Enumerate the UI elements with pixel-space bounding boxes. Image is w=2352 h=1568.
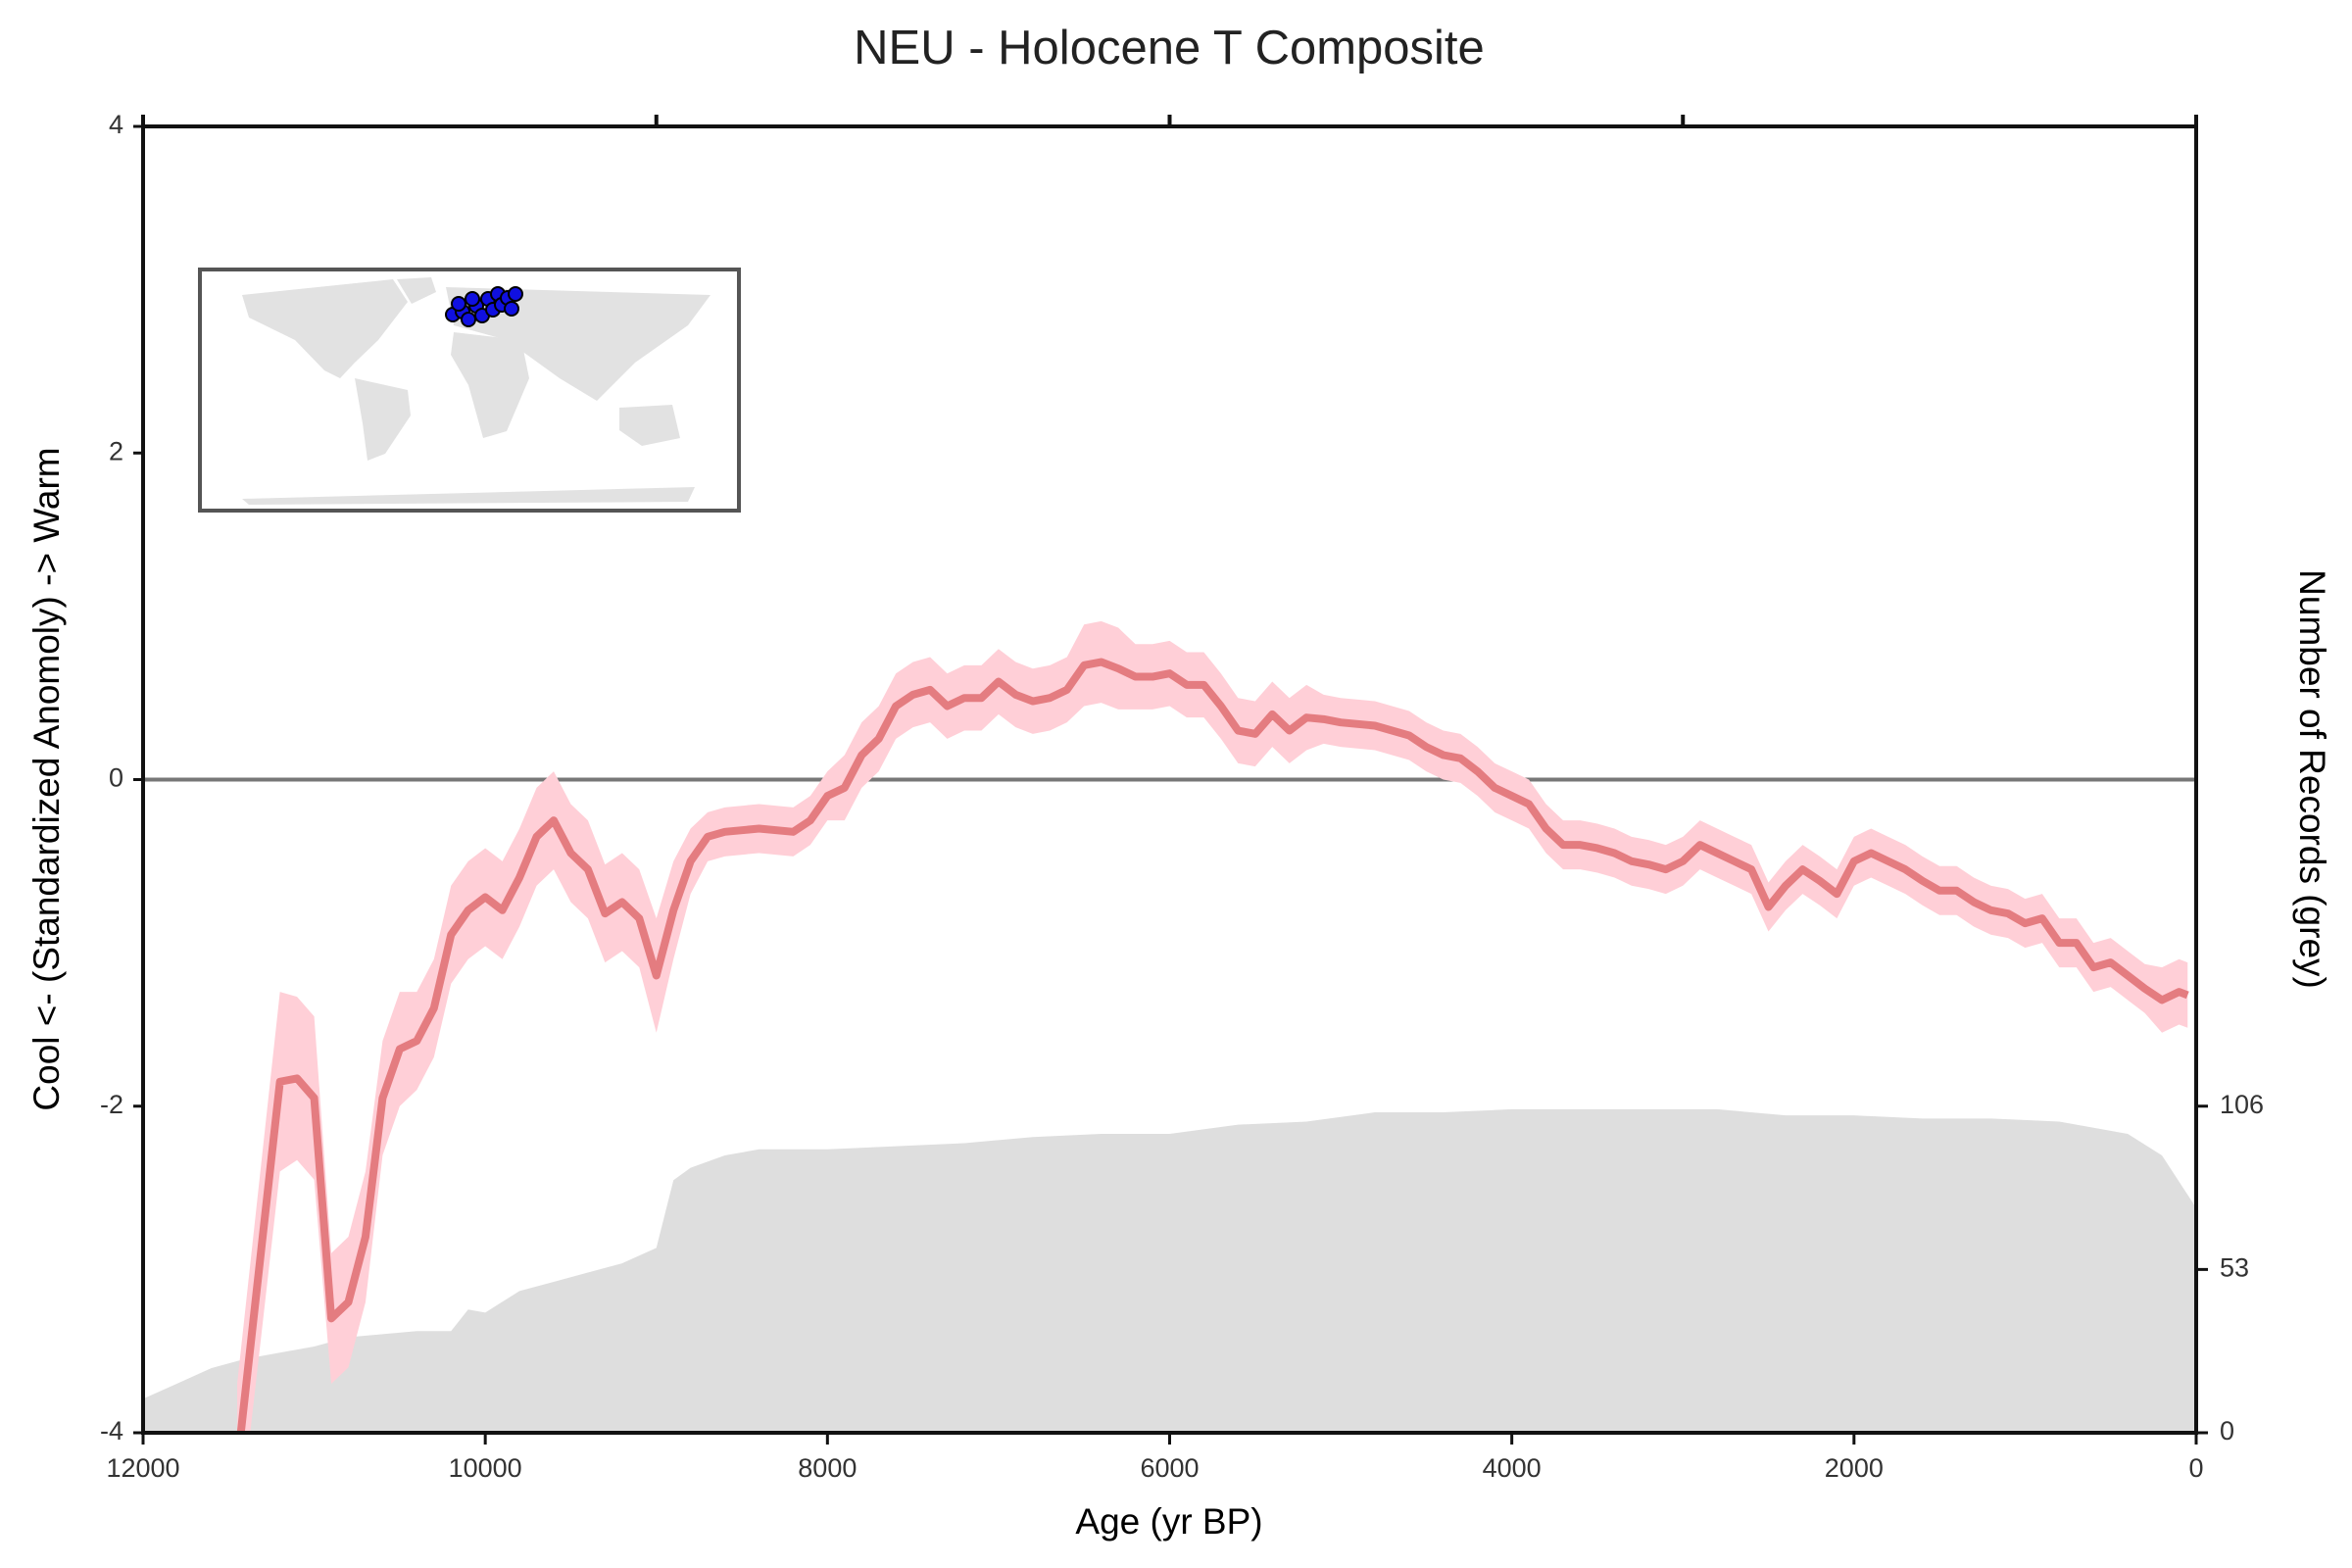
uncertainty-band: [237, 620, 2188, 1433]
axes: 12000 10000 8000 6000 4000 2000 0 -4 -2 0 2 4 0 53 106: [100, 110, 2264, 1483]
x-tick-label: 12000: [106, 1453, 179, 1483]
australia: [619, 405, 680, 446]
y-axis-label: Cool <- (Standardized Anomoly) -> Warm: [26, 447, 67, 1110]
antarctica: [242, 487, 695, 505]
x-tick-label: 8000: [798, 1453, 857, 1483]
y-tick-label: -4: [100, 1416, 123, 1446]
line: [236, 658, 2189, 1433]
north-america: [242, 279, 408, 378]
chart-title: NEU - Holocene T Composite: [854, 22, 1485, 74]
y2-tick-label: 0: [2220, 1416, 2234, 1446]
plot-area: [143, 620, 2196, 1433]
site-markers: [445, 286, 523, 327]
y-tick-label: 2: [109, 436, 123, 466]
site: [508, 286, 523, 302]
y2-tick-label: 53: [2220, 1253, 2249, 1283]
greenland: [397, 277, 436, 304]
south-america: [355, 378, 411, 461]
y-tick-label: -2: [100, 1090, 123, 1119]
y2-tick-label: 106: [2220, 1090, 2264, 1119]
x-axis-label: Age (yr BP): [1075, 1501, 1262, 1542]
x-tick-label: 10000: [449, 1453, 522, 1483]
map-inset: [198, 268, 741, 513]
site: [461, 312, 476, 327]
site: [504, 301, 519, 317]
y-tick-label: 4: [109, 110, 123, 139]
x-tick-label: 4000: [1483, 1453, 1542, 1483]
site: [465, 291, 480, 307]
site: [451, 296, 466, 312]
y2-axis-label: Number of Records (grey): [2292, 569, 2332, 989]
x-tick-label: 6000: [1140, 1453, 1199, 1483]
x-tick-label: 2000: [1825, 1453, 1884, 1483]
records-area: [143, 1108, 2196, 1433]
africa: [451, 332, 529, 438]
y-tick-label: 0: [109, 763, 123, 793]
x-tick-label: 0: [2188, 1453, 2203, 1483]
